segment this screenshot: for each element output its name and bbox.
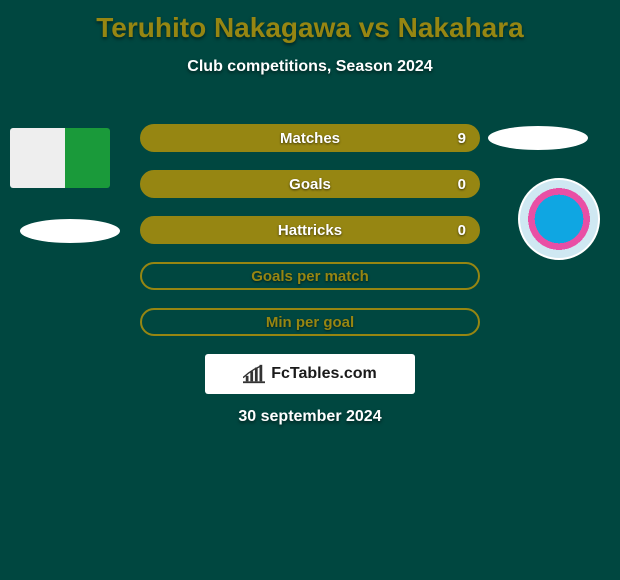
- infographic-canvas: Teruhito Nakagawa vs Nakahara Club compe…: [0, 0, 620, 580]
- stat-row: Min per goal: [140, 308, 480, 336]
- stat-row: Goals 0: [140, 170, 480, 198]
- player1-photo: [10, 128, 110, 188]
- title-player2: Nakahara: [398, 12, 524, 43]
- player2-club-oval: [488, 126, 588, 150]
- stat-label: Goals per match: [251, 268, 369, 285]
- title-player1: Teruhito Nakagawa: [96, 12, 351, 43]
- logo-text: FcTables.com: [271, 365, 377, 383]
- stat-label: Min per goal: [266, 314, 354, 331]
- title: Teruhito Nakagawa vs Nakahara: [0, 0, 620, 44]
- date-text: 30 september 2024: [0, 408, 620, 426]
- stat-row: Hattricks 0: [140, 216, 480, 244]
- stat-value-right: 0: [458, 222, 466, 239]
- stat-value-right: 0: [458, 176, 466, 193]
- bar-chart-icon: [243, 364, 265, 384]
- subtitle: Club competitions, Season 2024: [0, 58, 620, 76]
- stat-label: Hattricks: [278, 222, 342, 239]
- player1-club-oval: [20, 219, 120, 243]
- stat-row: Goals per match: [140, 262, 480, 290]
- logo-box: FcTables.com: [205, 354, 415, 394]
- stat-rows: Matches 9 Goals 0 Hattricks 0 Goals per match M…: [140, 124, 480, 354]
- stat-label: Goals: [289, 176, 331, 193]
- stat-value-right: 9: [458, 130, 466, 147]
- stat-label: Matches: [280, 130, 340, 147]
- player2-club-badge: [518, 178, 600, 260]
- stat-row: Matches 9: [140, 124, 480, 152]
- title-vs: vs: [359, 12, 390, 43]
